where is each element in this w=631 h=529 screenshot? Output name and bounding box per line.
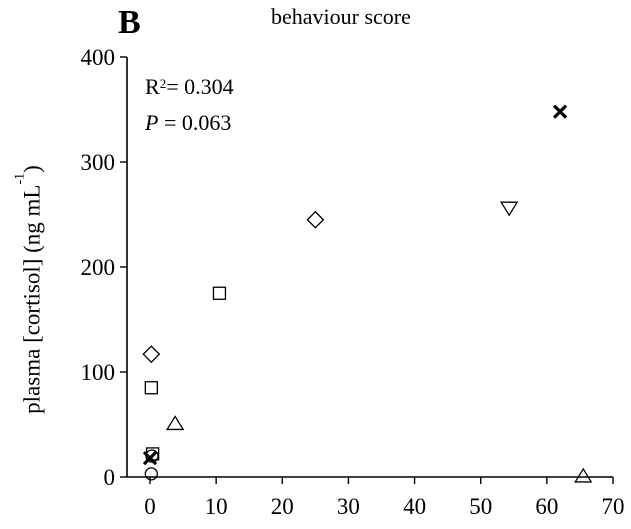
x-tick-label: 30 — [337, 494, 360, 519]
data-points — [142, 104, 593, 483]
x-tick-label: 50 — [469, 494, 492, 519]
x-tick-label: 20 — [271, 494, 294, 519]
data-point-square — [212, 286, 227, 300]
x-tick-label: 60 — [535, 494, 558, 519]
data-point-triangle-down — [499, 201, 519, 217]
p-value-label: P — [145, 110, 159, 135]
panel-letter: B — [118, 4, 141, 41]
x-tick-label: 0 — [144, 494, 156, 519]
y-axis-label-text: plasma [cortisol] (ng mL — [19, 184, 45, 414]
y-tick-label: 0 — [104, 465, 116, 490]
x-tick-label: 10 — [205, 494, 228, 519]
p-value-value: = 0.063 — [158, 110, 232, 135]
ticks: 0 100 200 300 400 0 10 20 30 40 50 60 70 — [81, 45, 625, 519]
y-tick-label: 400 — [81, 45, 116, 70]
data-point-diamond — [306, 210, 325, 229]
y-tick-label: 300 — [81, 150, 116, 175]
data-point-circle — [144, 467, 158, 481]
x-tick-label: 40 — [403, 494, 426, 519]
y-tick-label: 200 — [81, 255, 116, 280]
x-tick-label: 70 — [602, 494, 625, 519]
r-squared-annotation: R2= 0.304 — [145, 76, 234, 98]
data-point-square — [144, 381, 158, 395]
data-point-triangle-up — [574, 467, 593, 483]
data-point-diamond — [142, 345, 161, 364]
y-axis-label-superscript: -1 — [12, 172, 28, 185]
y-tick-label: 100 — [81, 360, 116, 385]
y-axis-label: plasma [cortisol] (ng mL-1) — [13, 110, 45, 470]
data-point-square — [145, 447, 160, 461]
r-squared-superscript: 2 — [159, 76, 167, 91]
data-point-cross-bold — [552, 104, 568, 119]
p-value-annotation: P = 0.063 — [145, 112, 231, 134]
data-point-triangle-up — [165, 415, 185, 431]
r-squared-prefix: R — [145, 74, 160, 99]
x-axis-label: behaviour score — [271, 4, 411, 29]
r-squared-value: = 0.304 — [166, 74, 234, 99]
